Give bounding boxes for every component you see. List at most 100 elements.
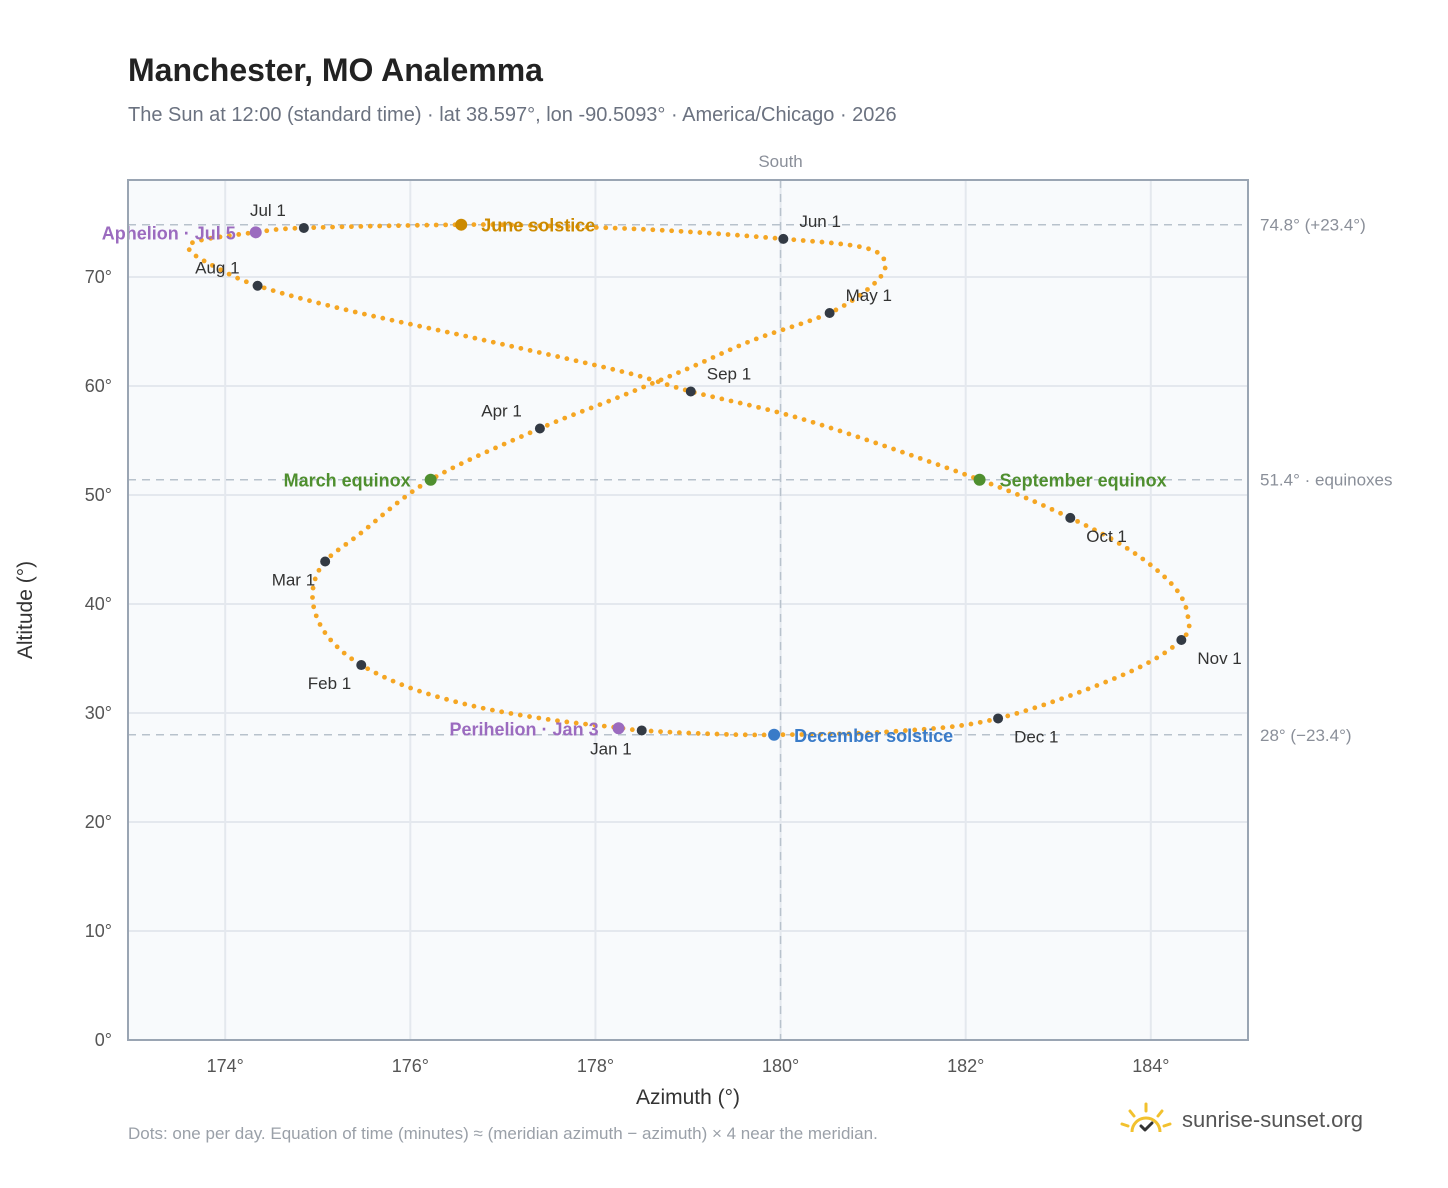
day-dot <box>201 258 207 264</box>
day-dot <box>444 696 449 702</box>
day-dot <box>484 449 490 455</box>
month-markers: Jan 1 Feb 1 Mar 1 Apr 1 May 1 Jun 1 Jul 1 Aug 1… <box>195 201 1242 758</box>
day-dot <box>872 280 877 286</box>
day-dot <box>417 688 422 694</box>
day-dot <box>874 730 880 735</box>
day-dot <box>819 422 825 428</box>
month-marker <box>778 233 789 244</box>
event-marker <box>612 722 625 735</box>
day-dot <box>508 711 514 716</box>
day-dot <box>210 262 215 268</box>
month-marker <box>993 713 1004 724</box>
day-dot <box>1015 491 1020 497</box>
day-dot <box>761 732 767 738</box>
day-dot <box>322 630 328 635</box>
day-dot <box>592 362 597 368</box>
day-dot <box>1124 545 1130 551</box>
day-dot <box>1050 699 1056 705</box>
chart-title: Manchester, MO Analemma <box>128 52 543 88</box>
day-dot <box>316 300 322 306</box>
x-tick-label: 180° <box>762 1056 799 1076</box>
day-dot <box>865 287 870 292</box>
day-dot <box>463 333 469 339</box>
day-dot <box>283 226 288 232</box>
day-dot <box>349 224 354 230</box>
event-marker <box>973 473 986 486</box>
day-dot <box>387 506 393 512</box>
day-dot <box>373 670 379 676</box>
day-dot <box>601 364 606 370</box>
day-dot <box>564 356 570 362</box>
day-dot <box>450 465 456 471</box>
day-dot <box>827 731 833 737</box>
day-dot <box>288 293 294 299</box>
day-dot <box>417 483 423 489</box>
day-dot <box>414 222 420 228</box>
day-dot <box>988 481 994 487</box>
day-dot <box>264 228 270 234</box>
day-dot <box>742 732 748 738</box>
day-dot <box>573 358 579 364</box>
day-dot <box>582 360 588 366</box>
day-dot <box>727 347 733 353</box>
day-dot <box>912 727 918 733</box>
day-dot <box>544 422 550 428</box>
day-dot <box>881 256 887 262</box>
day-dot <box>1092 527 1097 533</box>
day-dot <box>789 324 795 330</box>
day-dot <box>1041 503 1046 508</box>
day-dot <box>501 441 507 447</box>
day-dot <box>1162 650 1168 656</box>
day-dot <box>673 384 679 390</box>
day-dot <box>316 567 322 573</box>
day-dot <box>641 226 646 232</box>
day-dot <box>762 333 768 339</box>
day-dot <box>564 719 570 725</box>
month-label: Jul 1 <box>250 201 286 220</box>
day-dot <box>435 327 441 333</box>
day-dot <box>977 719 983 725</box>
day-dot <box>1120 672 1126 678</box>
day-dot <box>475 453 481 459</box>
day-dot <box>1155 568 1160 574</box>
day-dot <box>527 430 533 436</box>
day-dot <box>571 412 576 418</box>
day-dot <box>878 273 884 279</box>
day-dot <box>593 225 599 230</box>
day-dot <box>1006 488 1012 494</box>
day-dot <box>935 462 941 468</box>
day-dot <box>358 224 364 229</box>
brand-logo[interactable]: sunrise-sunset.org <box>1120 1102 1363 1138</box>
day-dot <box>650 227 656 233</box>
day-dot <box>518 345 524 351</box>
day-dot <box>637 373 643 379</box>
month-marker <box>685 386 696 397</box>
day-dot <box>701 392 706 398</box>
day-dot <box>480 222 486 227</box>
day-dot <box>702 358 707 364</box>
month-label: Sep 1 <box>707 364 751 383</box>
day-dot <box>1179 596 1185 602</box>
day-dot <box>684 366 690 372</box>
day-dot <box>343 541 349 547</box>
day-dot <box>510 437 516 443</box>
day-dot <box>373 518 378 524</box>
day-dot <box>409 489 415 495</box>
day-dot <box>562 415 568 421</box>
day-dot <box>864 437 870 443</box>
day-dot <box>873 440 879 446</box>
day-dot <box>808 731 814 737</box>
day-dot <box>719 351 724 356</box>
day-dot <box>855 434 861 440</box>
day-dot <box>1100 531 1106 537</box>
day-dot <box>1094 683 1100 688</box>
day-dot <box>1168 581 1174 586</box>
event-label: September equinox <box>1000 471 1167 491</box>
sun-icon <box>1120 1102 1172 1133</box>
day-dot <box>997 485 1003 490</box>
day-dot <box>944 465 950 471</box>
day-dot <box>362 311 367 317</box>
day-dot <box>471 703 477 709</box>
day-dot <box>714 731 720 737</box>
month-label: Aug 1 <box>195 259 239 278</box>
